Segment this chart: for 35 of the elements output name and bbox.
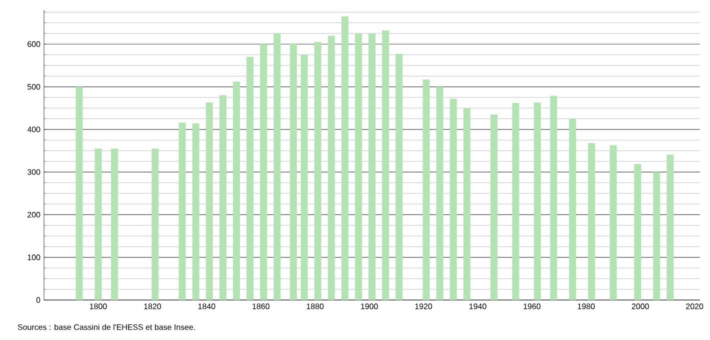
bar: [206, 102, 213, 300]
bar: [341, 16, 348, 300]
bar: [290, 43, 297, 300]
bar: [382, 30, 390, 300]
bar: [94, 148, 102, 300]
bar: [246, 56, 254, 300]
bar: [192, 123, 200, 300]
bar: [490, 114, 498, 300]
bar: [76, 86, 83, 300]
bar: [634, 164, 642, 300]
bar: [588, 143, 596, 300]
bar: [368, 33, 376, 300]
bar: [610, 145, 617, 300]
bar: [512, 102, 520, 300]
bar: [260, 44, 268, 300]
bar: [110, 148, 118, 300]
bar: [314, 42, 322, 300]
bar: [653, 172, 660, 300]
bar: [300, 54, 308, 300]
bar: [219, 95, 226, 300]
bar: [436, 86, 444, 300]
bar: [232, 82, 240, 300]
bar: [422, 80, 430, 300]
bar: [274, 33, 281, 300]
bar: [396, 54, 403, 300]
bar: [463, 108, 470, 300]
bar: [569, 119, 576, 300]
bar: [534, 102, 541, 300]
bar: [550, 96, 558, 300]
bar: [152, 148, 159, 300]
bar: [178, 122, 186, 300]
bar: [354, 33, 362, 300]
bar: [666, 154, 674, 300]
bar: [328, 36, 335, 300]
bar: [450, 98, 457, 300]
